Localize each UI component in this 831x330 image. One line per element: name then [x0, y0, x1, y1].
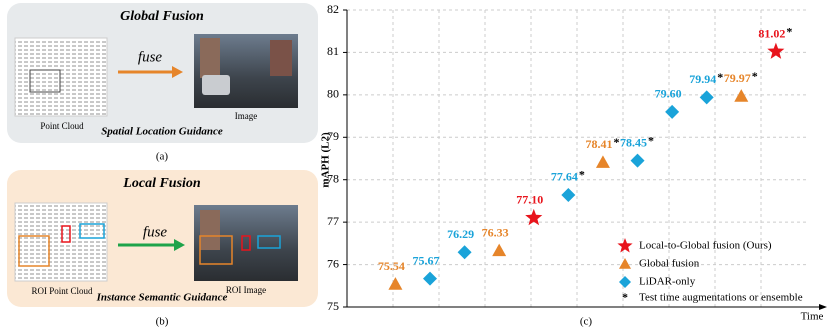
point: [734, 89, 749, 102]
legend-marker: [619, 276, 631, 288]
ensemble-marker: *: [752, 69, 758, 83]
image-label: Image: [235, 111, 258, 121]
point: [457, 245, 472, 260]
ensemble-marker: *: [648, 133, 654, 147]
point: [665, 104, 680, 119]
panel-subtitle: Spatial Location Guidance: [101, 126, 223, 138]
point: [492, 243, 507, 257]
building: [270, 40, 292, 76]
point-cloud-car: [29, 69, 61, 93]
value-label: 77.10: [516, 193, 543, 207]
value-label: 77.64: [551, 170, 578, 184]
point-cloud-image: [14, 37, 108, 117]
van: [202, 75, 230, 95]
point: [630, 153, 645, 168]
value-label: 78.45: [620, 135, 647, 149]
ensemble-marker: *: [786, 24, 792, 38]
arrow-label: fuse: [138, 49, 163, 65]
legend-marker: [619, 258, 631, 269]
image-label: Point Cloud: [40, 121, 84, 131]
x-axis-arrow: [819, 304, 827, 310]
legend-label: LiDAR-only: [639, 276, 696, 288]
y-tick-label: 80: [327, 87, 339, 101]
roi-box: [18, 235, 50, 267]
panel-a: Global Fusion Point Cloud fuse Image Spa…: [7, 3, 318, 143]
ensemble-marker: *: [579, 168, 585, 182]
point: [525, 208, 543, 226]
value-label: 78.41: [585, 137, 612, 151]
legend-marker: [617, 238, 633, 253]
value-label: 81.02: [758, 26, 785, 40]
panel-title: Local Fusion: [122, 176, 201, 191]
roi-box: [199, 235, 233, 265]
x-axis-label: Time: [801, 311, 824, 323]
caption: (c): [580, 316, 593, 328]
roi-box: [257, 235, 281, 249]
value-label: 76.29: [447, 227, 474, 241]
point: [423, 271, 438, 286]
arrow-label: fuse: [143, 224, 168, 240]
y-tick-label: 81: [327, 44, 339, 58]
image-label: ROI Image: [226, 285, 266, 295]
legend-label: Test time augmentations or ensemble: [639, 292, 803, 304]
panel-title: Global Fusion: [120, 9, 204, 24]
caption: (a): [156, 151, 169, 163]
building: [200, 38, 220, 78]
arrow-head: [172, 66, 183, 78]
panel-b: Local Fusion ROI Point Cloud fuse ROI Im…: [7, 170, 318, 307]
building: [200, 210, 220, 250]
roi-box: [61, 225, 71, 243]
y-tick-label: 75: [327, 299, 339, 313]
value-label: 76.33: [482, 225, 509, 239]
legend-note-marker: *: [622, 290, 628, 304]
value-label: 79.97: [724, 71, 751, 85]
value-label: 79.60: [655, 87, 682, 101]
y-axis-label: mAPH (L2): [320, 132, 332, 188]
ensemble-marker: *: [717, 70, 723, 84]
ensemble-marker: *: [613, 135, 619, 149]
point: [767, 42, 785, 59]
arrow-head: [174, 239, 185, 251]
point: [561, 187, 576, 202]
legend-label: Global fusion: [639, 258, 700, 270]
y-tick-label: 79: [327, 129, 339, 143]
y-tick-label: 82: [327, 2, 339, 16]
point: [699, 90, 714, 105]
image-label: ROI Point Cloud: [31, 286, 93, 296]
panel-subtitle: Instance Semantic Guidance: [96, 292, 228, 304]
value-label: 79.94: [689, 72, 716, 86]
value-label: 75.67: [413, 253, 440, 267]
point: [595, 155, 610, 168]
y-tick-label: 76: [327, 256, 339, 270]
caption: (b): [156, 316, 169, 328]
legend-label: Local-to-Global fusion (Ours): [639, 240, 772, 252]
y-tick-label: 77: [327, 214, 339, 228]
roi-box: [241, 235, 251, 251]
value-label: 75.54: [378, 259, 405, 273]
point: [388, 277, 403, 290]
roi-box: [79, 223, 105, 239]
y-tick-label: 78: [327, 171, 339, 185]
point-cloud-image: [14, 202, 108, 282]
